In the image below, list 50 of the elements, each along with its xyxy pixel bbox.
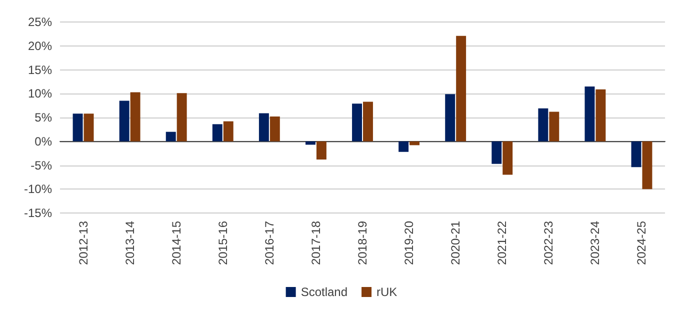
bar [316, 141, 326, 160]
bar [130, 92, 140, 142]
bar [584, 86, 595, 142]
bar [492, 141, 502, 164]
bar [363, 102, 373, 142]
x-tick-label: 2013-14 [122, 220, 137, 266]
bar [410, 141, 420, 146]
bar [166, 132, 176, 142]
bar [352, 104, 362, 142]
bar [258, 113, 269, 142]
y-tick-label: -15% [24, 206, 52, 220]
y-tick-label: 0% [34, 134, 52, 148]
bar [223, 121, 234, 142]
x-tick-label: 2024-25 [634, 220, 649, 266]
bar [631, 141, 642, 168]
bar [596, 89, 606, 142]
legend-label: rUK [376, 285, 398, 299]
x-tick-label: 2012-13 [76, 220, 90, 266]
bar [549, 112, 560, 142]
x-tick-label: 2022-23 [542, 220, 556, 266]
y-tick-label: 10% [28, 86, 52, 101]
y-tick-label: -5% [30, 158, 52, 172]
x-tick-label: 2021-22 [495, 220, 510, 266]
bar [84, 114, 94, 142]
bar [502, 141, 513, 175]
bar [270, 116, 280, 142]
bar [72, 114, 83, 142]
x-tick-label: 2014-15 [169, 220, 184, 266]
legend-label: Scotland [300, 285, 348, 299]
y-tick-label: 25% [28, 15, 52, 29]
bar [212, 124, 222, 142]
x-tick-label: 2020-21 [448, 220, 463, 266]
bar [538, 108, 548, 142]
x-tick-label: 2019-20 [402, 220, 416, 266]
bar [119, 100, 130, 142]
y-tick-label: 15% [28, 62, 52, 77]
bar [398, 141, 409, 152]
y-tick-label: 5% [34, 110, 52, 124]
bar [456, 36, 466, 142]
y-tick-label: 20% [28, 38, 52, 53]
bar [445, 94, 456, 142]
bar [642, 141, 652, 190]
x-tick-label: 2017-18 [308, 220, 323, 266]
x-tick-label: 2016-17 [262, 220, 276, 266]
x-tick-label: 2023-24 [588, 220, 602, 266]
y-tick-label: -10% [24, 182, 52, 196]
bar [305, 141, 316, 145]
x-tick-label: 2015-16 [216, 220, 230, 266]
bar [176, 93, 187, 142]
x-tick-label: 2018-19 [356, 220, 370, 266]
